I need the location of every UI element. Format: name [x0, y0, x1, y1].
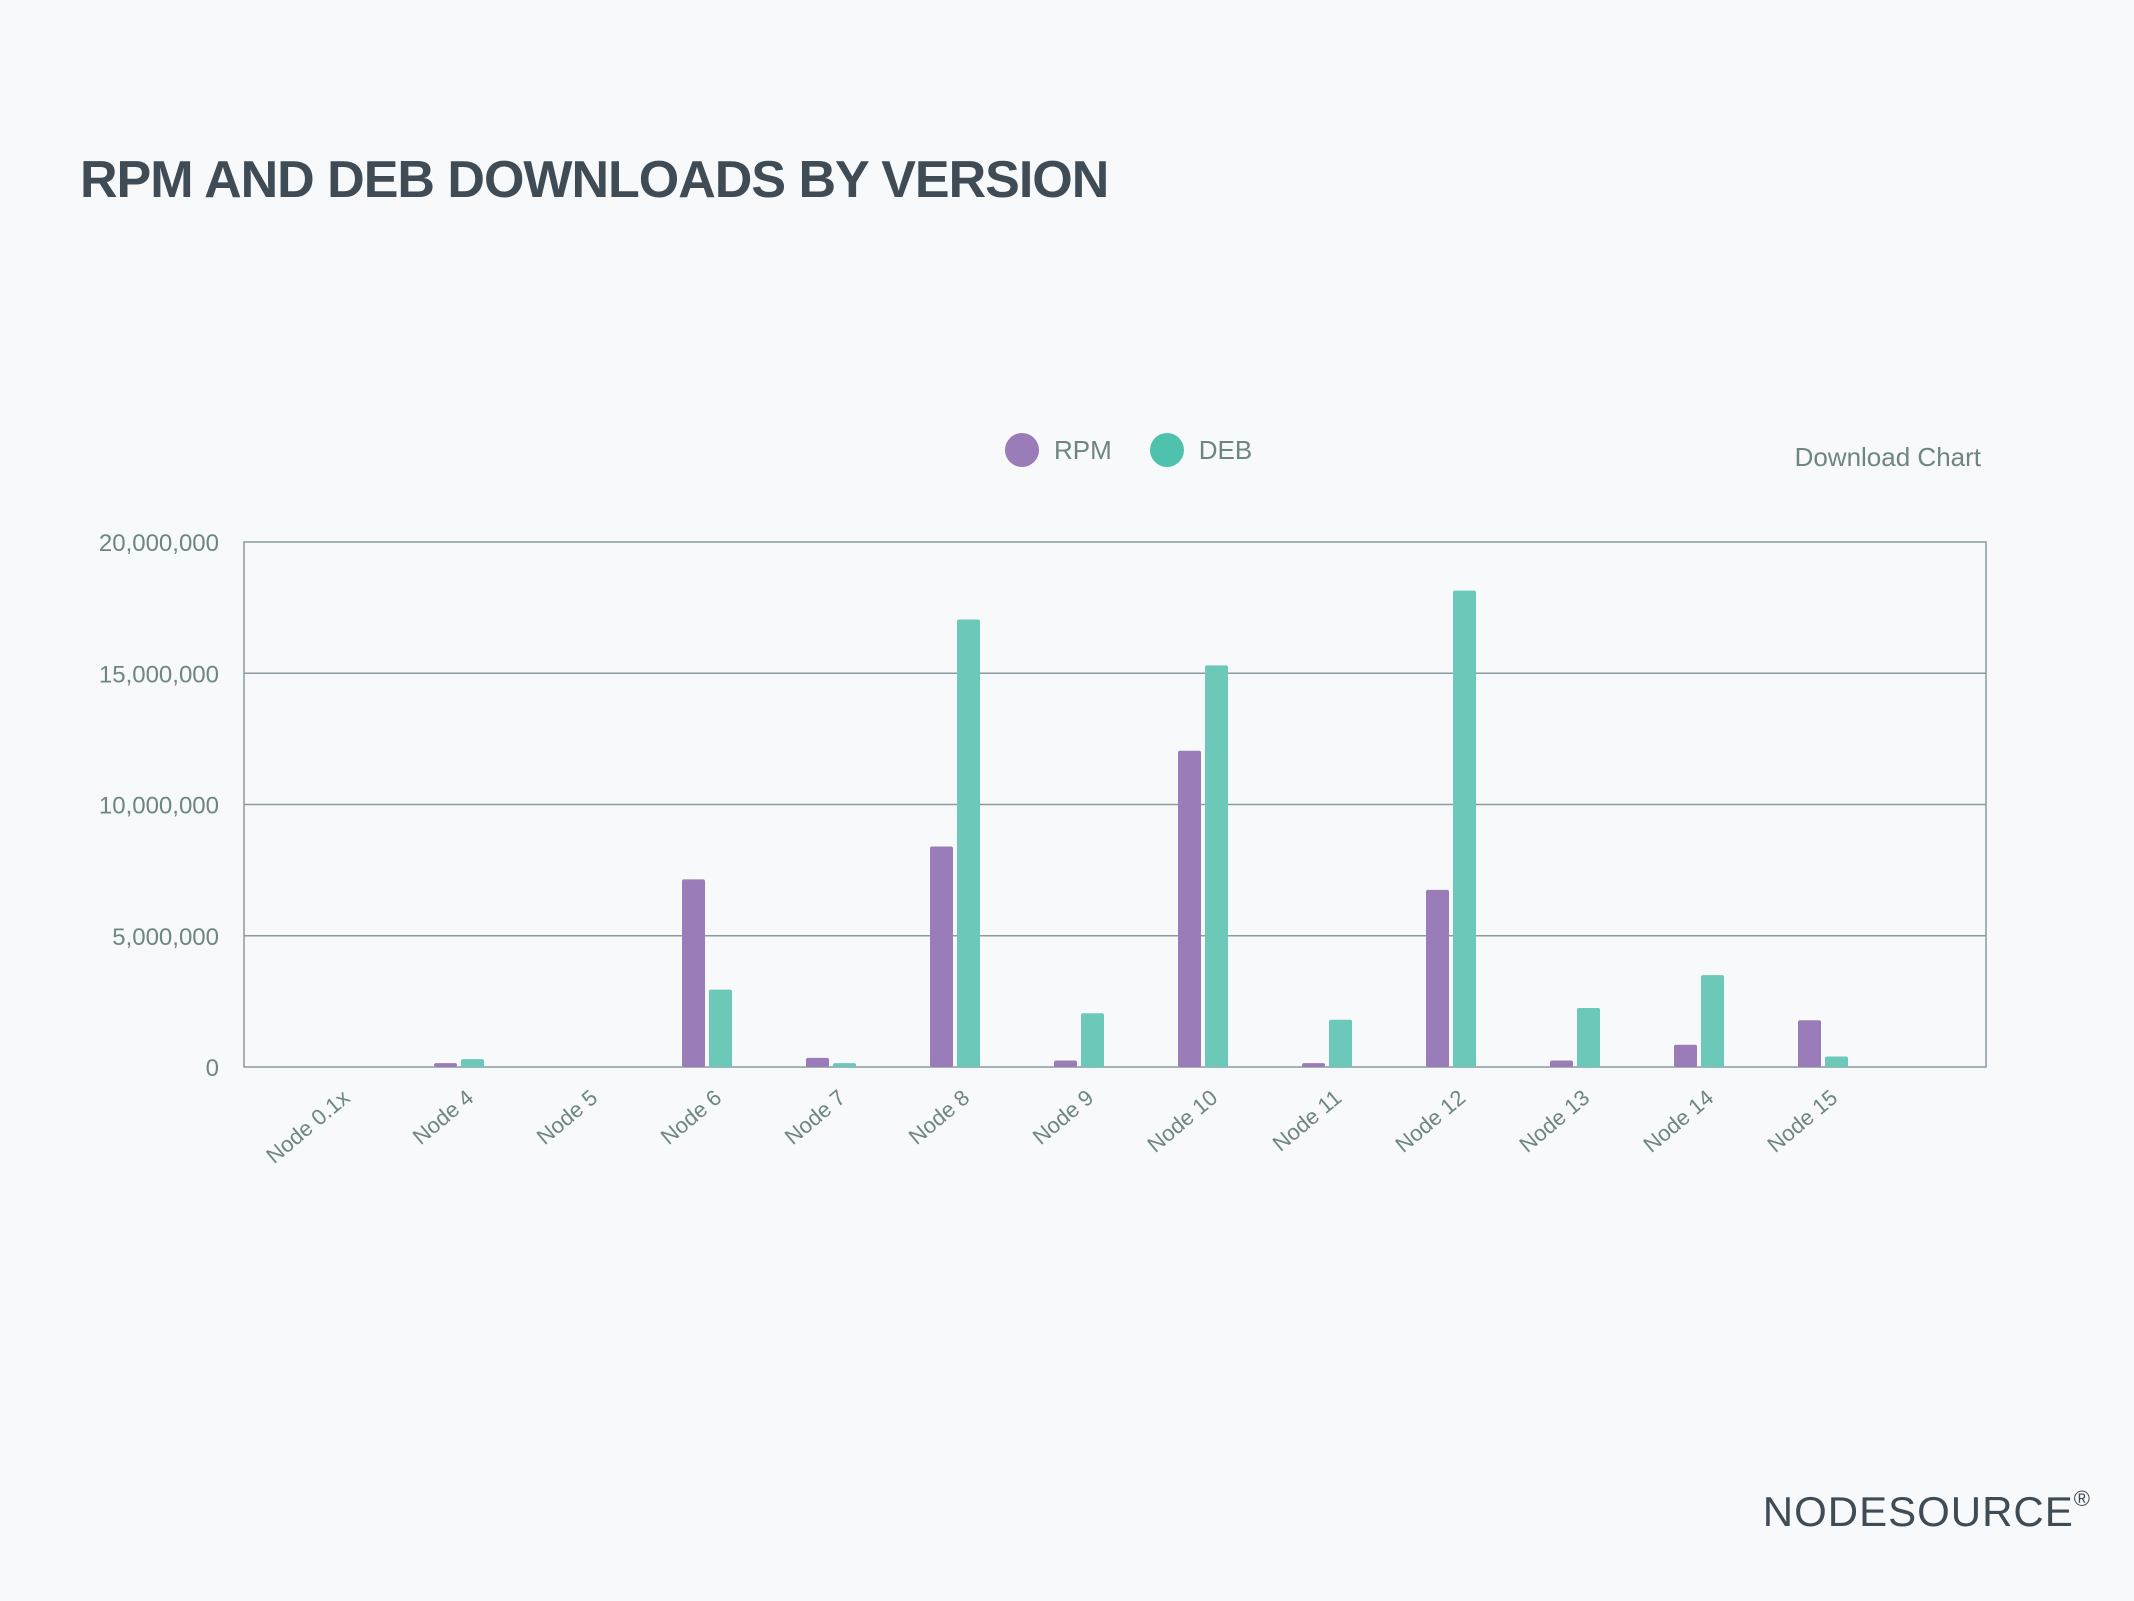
bar-deb — [1453, 590, 1476, 1067]
bar-deb — [461, 1059, 484, 1067]
bar-deb — [957, 619, 980, 1067]
x-tick-label: Node 6 — [656, 1085, 726, 1150]
x-tick-label: Node 7 — [780, 1085, 850, 1150]
bar-rpm — [1426, 889, 1449, 1067]
bar-rpm — [930, 846, 953, 1067]
legend-item-deb[interactable]: DEB — [1149, 433, 1253, 467]
bar-deb — [1081, 1013, 1104, 1067]
chart-legend: RPM DEB — [1005, 433, 1290, 467]
legend-label-deb: DEB — [1198, 434, 1253, 465]
y-tick-label: 0 — [206, 1055, 219, 1082]
bar-deb — [833, 1063, 856, 1067]
bar-rpm — [1798, 1020, 1821, 1067]
bar-deb — [1825, 1056, 1848, 1067]
x-tick-label: Node 11 — [1268, 1085, 1347, 1157]
legend-swatch-rpm — [1005, 433, 1039, 467]
chart-title: RPM AND DEB DOWNLOADS BY VERSION — [80, 151, 1109, 209]
bar-rpm — [1178, 750, 1201, 1067]
legend-swatch-deb — [1149, 433, 1184, 467]
x-tick-label: Node 10 — [1142, 1085, 1222, 1158]
x-tick-label: Node 8 — [904, 1085, 974, 1150]
x-tick-label: Node 4 — [408, 1085, 478, 1150]
y-tick-label: 15,000,000 — [99, 661, 219, 688]
legend-item-rpm[interactable]: RPM — [1005, 433, 1112, 467]
bar-rpm — [434, 1063, 457, 1067]
bar-deb — [709, 989, 732, 1067]
bar-deb — [1329, 1019, 1352, 1067]
x-tick-label: Node 14 — [1638, 1085, 1718, 1158]
nodesource-logo: NODESOURCE® — [1762, 1486, 2091, 1536]
y-tick-label: 20,000,000 — [99, 530, 219, 557]
bar-rpm — [806, 1057, 829, 1067]
bar-deb — [1205, 665, 1228, 1067]
x-tick-label: Node 15 — [1762, 1085, 1842, 1158]
brand-name: NODESOURCE — [1762, 1488, 2074, 1535]
y-tick-label: 5,000,000 — [112, 924, 219, 951]
bar-rpm — [1550, 1060, 1573, 1067]
bar-deb — [1701, 975, 1724, 1067]
x-tick-label: Node 13 — [1514, 1085, 1594, 1158]
brand-mark: ® — [2073, 1486, 2091, 1511]
x-tick-label: Node 5 — [532, 1085, 602, 1150]
y-tick-label: 10,000,000 — [99, 793, 219, 820]
bar-rpm — [682, 879, 705, 1067]
x-tick-label: Node 0.1x — [261, 1085, 354, 1169]
legend-label-rpm: RPM — [1054, 434, 1112, 465]
download-chart-link[interactable]: Download Chart — [1794, 442, 1981, 472]
bar-deb — [1577, 1007, 1600, 1067]
bar-rpm — [1054, 1060, 1077, 1067]
bar-rpm — [1674, 1044, 1697, 1067]
x-tick-label: Node 9 — [1028, 1085, 1098, 1150]
bar-rpm — [1302, 1063, 1325, 1067]
x-tick-label: Node 12 — [1390, 1085, 1470, 1158]
